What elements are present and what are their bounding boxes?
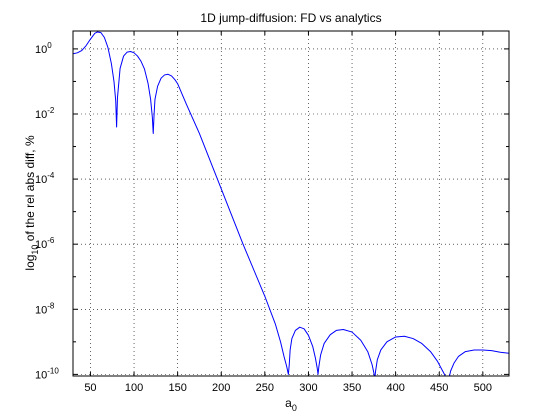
y-tick-label-exp: -4 <box>47 171 55 180</box>
x-tick-labels: 50 100 150 200 250 300 350 400 450 500 <box>84 382 492 394</box>
x-axis-label: a0 <box>285 396 297 413</box>
x-tick-label: 400 <box>386 382 404 394</box>
y-tick-label-exp: -6 <box>47 236 55 245</box>
y-tick-label-base: 10 <box>35 174 47 186</box>
y-tick-label: 100 <box>35 41 52 56</box>
y-tick-label: 10-10 <box>35 366 59 381</box>
grid-lines <box>73 31 509 376</box>
series-layer <box>73 31 509 376</box>
y-tick-label: 10-8 <box>35 301 55 316</box>
y-tick-label: 10-4 <box>35 171 55 186</box>
x-tick-label: 450 <box>430 382 448 394</box>
y-tick-label-base: 10 <box>35 109 47 121</box>
y-axis-label-post: of the rel abs diff, % <box>23 135 37 245</box>
x-tick-label: 200 <box>212 382 230 394</box>
y-tick-label: 10-6 <box>35 236 55 251</box>
y-axis-label: log10 of the rel abs diff, % <box>23 135 40 271</box>
y-tick-label-base: 10 <box>35 44 47 56</box>
x-axis-label-base: a <box>285 396 292 410</box>
plot-frame <box>72 30 510 377</box>
y-tick-label-exp: -2 <box>47 106 55 115</box>
plot-area <box>73 31 509 376</box>
y-tick-label-exp: -8 <box>47 301 55 310</box>
chart-title: 1D jump-diffusion: FD vs analytics <box>200 11 381 25</box>
y-tick-label-base: 10 <box>35 369 47 381</box>
y-tick-label-exp: -10 <box>47 366 59 375</box>
x-tick-label: 100 <box>125 382 143 394</box>
series-line <box>73 31 509 376</box>
x-tick-label: 300 <box>299 382 317 394</box>
x-tick-label: 500 <box>474 382 492 394</box>
tick-marks <box>73 31 509 376</box>
x-tick-label: 250 <box>256 382 274 394</box>
y-tick-label-base: 10 <box>35 304 47 316</box>
y-tick-label-exp: 0 <box>47 41 52 50</box>
x-axis-label-sub: 0 <box>292 403 297 413</box>
x-tick-label: 50 <box>84 382 96 394</box>
x-tick-label: 150 <box>168 382 186 394</box>
y-tick-label: 10-2 <box>35 106 55 121</box>
y-axis-label-pre: log <box>23 255 37 271</box>
y-tick-label-base: 10 <box>35 239 47 251</box>
x-tick-label: 350 <box>343 382 361 394</box>
y-axis-label-sub: 10 <box>30 245 40 255</box>
